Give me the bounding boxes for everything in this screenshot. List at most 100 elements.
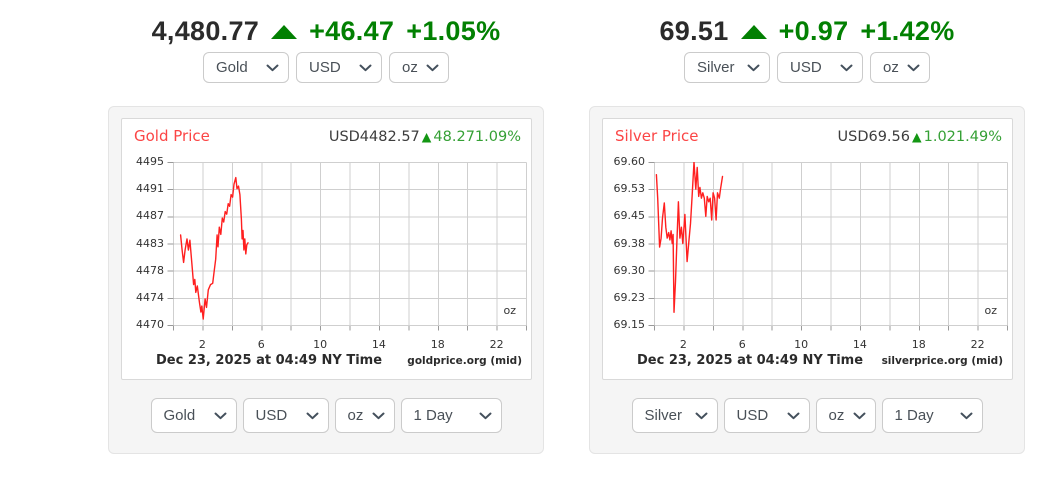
chart-caption: Dec 23, 2025 at 04:49 NY Time	[637, 353, 864, 368]
chart-price: USD69.56	[837, 129, 911, 145]
chevron-down-icon	[214, 412, 226, 419]
gold-top-select-row: Gold USD oz	[108, 52, 544, 83]
chart-change-percent: 1.49%	[955, 129, 1002, 145]
unit-select-value: oz	[347, 407, 364, 424]
gold-bottom-select-row: Gold USD oz 1 Day	[121, 398, 531, 433]
y-axis-label: 69.38	[613, 236, 646, 250]
y-axis-label: 4474	[136, 290, 164, 304]
chevron-down-icon	[840, 64, 853, 71]
chart-change: 48.27	[433, 129, 475, 145]
y-axis-label: 69.23	[613, 290, 646, 304]
chart-header: Gold Price USD4482.57 ▲ 48.271.09%	[134, 127, 521, 145]
period-select[interactable]: 1 Day	[400, 398, 502, 433]
change-value: +0.97	[778, 15, 849, 46]
gold-quote-header: 4,480.77 +46.47 +1.05%	[108, 16, 544, 46]
price-value: 4,480.77	[151, 15, 260, 46]
chart-quote: USD69.56 ▲ 1.021.49%	[838, 129, 1003, 145]
chevron-down-icon	[907, 64, 920, 71]
chevron-down-icon	[426, 64, 439, 71]
metal-select-value: Silver	[697, 59, 735, 76]
metal-select-value: Silver	[644, 407, 683, 424]
metal-select[interactable]: Silver	[684, 52, 770, 83]
metal-select[interactable]: Gold	[203, 52, 289, 83]
price-line-series	[179, 176, 249, 320]
x-axis-label: 18	[430, 338, 445, 351]
change-percent: +1.05%	[406, 15, 501, 46]
y-axis-label: 69.45	[613, 209, 646, 223]
chart-change-percent: 1.09%	[474, 129, 521, 145]
chevron-down-icon	[695, 412, 707, 419]
chevron-down-icon	[479, 412, 491, 419]
chart-source: silverprice.org (mid)	[881, 355, 1003, 367]
gold-chart: Gold Price USD4482.57 ▲ 48.271.09% oz Dec …	[121, 118, 532, 380]
y-axis-label: 69.15	[613, 318, 646, 331]
x-axis-label: 18	[911, 338, 926, 351]
silver-quote-header: 69.51 +0.97 +1.42%	[589, 16, 1025, 46]
chevron-down-icon	[306, 412, 318, 419]
metal-select-value: Gold	[216, 59, 248, 76]
silver-bottom-select-row: Silver USD oz 1 Day	[602, 398, 1012, 433]
x-axis-label: 2	[679, 338, 687, 351]
chevron-down-icon	[747, 64, 760, 71]
currency-select[interactable]: USD	[242, 398, 329, 433]
y-axis-label: 4470	[136, 318, 164, 331]
currency-select[interactable]: USD	[723, 398, 810, 433]
silver-chart-card: Silver Price USD69.56 ▲ 1.021.49% oz Dec 2…	[589, 106, 1025, 454]
period-select-value: 1 Day	[413, 407, 453, 424]
price-line-series	[655, 161, 724, 314]
metal-select[interactable]: Silver	[631, 398, 718, 433]
chart-caption-row: Dec 23, 2025 at 04:49 NY Time silverpric…	[637, 353, 1003, 368]
gold-chart-card: Gold Price USD4482.57 ▲ 48.271.09% oz Dec …	[108, 106, 544, 454]
chevron-down-icon	[266, 64, 279, 71]
x-axis-label: 6	[257, 338, 265, 351]
chart-caption-row: Dec 23, 2025 at 04:49 NY Time goldprice.…	[156, 353, 522, 368]
silver-widget: 69.51 +0.97 +1.42% Silver USD oz Silver …	[589, 16, 1025, 454]
silver-top-select-row: Silver USD oz	[589, 52, 1025, 83]
chevron-down-icon	[787, 412, 799, 419]
unit-select[interactable]: oz	[389, 52, 449, 83]
chevron-down-icon	[853, 412, 865, 419]
y-axis-label: 4495	[136, 155, 164, 168]
chevron-down-icon	[960, 412, 972, 419]
unit-label: oz	[503, 304, 516, 317]
currency-select[interactable]: USD	[296, 52, 382, 83]
price-widgets-row: 4,480.77 +46.47 +1.05% Gold USD oz Gold …	[108, 16, 1025, 454]
silver-chart: Silver Price USD69.56 ▲ 1.021.49% oz Dec 2…	[602, 118, 1013, 380]
x-axis-label: 6	[738, 338, 746, 351]
y-axis-label: 4491	[136, 182, 164, 196]
up-triangle-icon	[271, 25, 298, 39]
unit-select-value: oz	[883, 59, 899, 76]
x-axis-label: 10	[794, 338, 809, 351]
unit-select[interactable]: oz	[815, 398, 876, 433]
price-value: 69.51	[659, 15, 729, 46]
unit-label: oz	[984, 304, 997, 317]
chart-price: USD4482.57	[328, 129, 420, 145]
y-axis-label: 4487	[136, 209, 164, 223]
price-chart	[648, 161, 1008, 332]
unit-select-value: oz	[402, 59, 418, 76]
up-triangle-icon: ▲	[912, 129, 922, 144]
chart-source: goldprice.org (mid)	[407, 355, 522, 367]
chevron-down-icon	[372, 412, 384, 419]
x-axis-label: 22	[970, 338, 985, 351]
currency-select-value: USD	[309, 59, 341, 76]
period-select[interactable]: 1 Day	[881, 398, 983, 433]
x-axis-label: 14	[852, 338, 867, 351]
unit-select[interactable]: oz	[870, 52, 930, 83]
chart-caption: Dec 23, 2025 at 04:49 NY Time	[156, 353, 383, 368]
chart-change: 1.02	[923, 129, 956, 145]
gold-widget: 4,480.77 +46.47 +1.05% Gold USD oz Gold …	[108, 16, 544, 454]
x-axis-label: 22	[489, 338, 504, 351]
x-axis-label: 10	[313, 338, 328, 351]
unit-select[interactable]: oz	[334, 398, 395, 433]
up-triangle-icon	[740, 25, 767, 39]
period-select-value: 1 Day	[894, 407, 934, 424]
x-axis-label: 14	[371, 338, 386, 351]
up-triangle-icon: ▲	[421, 129, 432, 144]
currency-select[interactable]: USD	[777, 52, 863, 83]
x-axis-label: 2	[198, 338, 206, 351]
currency-select-value: USD	[255, 407, 288, 424]
metal-select[interactable]: Gold	[150, 398, 237, 433]
chevron-down-icon	[359, 64, 372, 71]
currency-select-value: USD	[736, 407, 769, 424]
